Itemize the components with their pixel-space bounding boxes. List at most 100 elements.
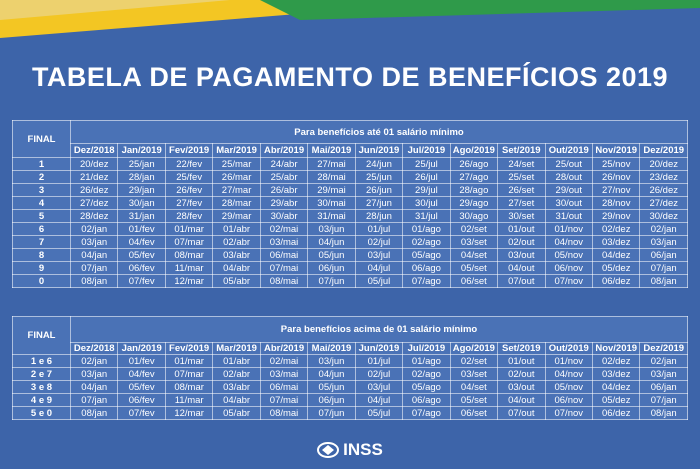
- payment-date: 04/out: [497, 261, 546, 275]
- payment-date: 24/abr: [259, 157, 309, 171]
- final-digit: 2: [12, 170, 71, 184]
- payment-date: 02/ago: [402, 367, 451, 381]
- payment-date: 26/fev: [164, 183, 214, 197]
- payment-date: 02/jan: [69, 222, 119, 236]
- payment-date: 07/ago: [402, 274, 451, 288]
- payment-date: 05/nov: [544, 380, 593, 394]
- payment-date: 02/out: [497, 367, 546, 381]
- payment-date: 25/set: [497, 170, 546, 184]
- payment-date: 02/mai: [259, 222, 309, 236]
- payment-date: 05/fev: [117, 248, 166, 262]
- month-header: Jan/2019: [117, 342, 166, 355]
- payment-date: 26/dez: [639, 183, 688, 197]
- month-header: Ago/2019: [449, 143, 499, 158]
- month-header: Fev/2019: [164, 342, 214, 355]
- month-header: Nov/2019: [591, 143, 641, 158]
- payment-date: 28/fev: [164, 209, 214, 223]
- payment-date: 26/nov: [591, 170, 641, 184]
- payment-date: 29/mai: [307, 183, 356, 197]
- payment-date: 30/dez: [639, 209, 688, 223]
- month-header: Jun/2019: [354, 342, 404, 355]
- payment-date: 20/dez: [69, 157, 119, 171]
- payment-date: 03/mai: [259, 367, 309, 381]
- payment-date: 04/jul: [354, 393, 404, 407]
- payment-date: 01/nov: [544, 222, 593, 236]
- payment-date: 03/jan: [69, 367, 119, 381]
- payment-date: 06/fev: [117, 393, 166, 407]
- payment-table: FINAL Para benefícios acima de 01 salário…: [12, 316, 688, 420]
- payment-date: 29/jul: [402, 183, 451, 197]
- corner-header: FINAL: [12, 316, 71, 355]
- final-digit: 2 e 7: [12, 367, 71, 381]
- payment-date: 06/jun: [307, 393, 356, 407]
- payment-date: 30/mai: [307, 196, 356, 210]
- data-row: 2 e 7 03/jan 04/fev 07/mar 02/abr 03/mai 04/ju…: [12, 367, 688, 381]
- payment-date: 05/nov: [544, 248, 593, 262]
- payment-date: 05/jul: [354, 274, 404, 288]
- month-header: Fev/2019: [164, 143, 214, 158]
- payment-date: 05/ago: [402, 248, 451, 262]
- payment-date: 30/ago: [449, 209, 499, 223]
- caption: Para benefícios até 01 salário mínimo: [70, 120, 688, 144]
- payment-date: 02/ago: [402, 235, 451, 249]
- payment-date: 29/abr: [259, 196, 309, 210]
- payment-date: 05/fev: [117, 380, 166, 394]
- payment-date: 01/jul: [354, 354, 404, 368]
- payment-date: 24/set: [497, 157, 546, 171]
- payment-date: 07/nov: [544, 274, 593, 288]
- payment-date: 07/jan: [69, 393, 119, 407]
- payment-date: 05/dez: [591, 261, 641, 275]
- payment-date: 28/jan: [117, 170, 166, 184]
- payment-date: 28/ago: [449, 183, 499, 197]
- payment-date: 27/jun: [354, 196, 404, 210]
- payment-date: 02/abr: [212, 367, 261, 381]
- payment-date: 04/dez: [591, 248, 641, 262]
- final-digit: 3 e 8: [12, 380, 71, 394]
- payment-date: 03/abr: [212, 248, 261, 262]
- payment-date: 08/mai: [259, 274, 309, 288]
- payment-date: 07/out: [497, 274, 546, 288]
- data-row: 8 04/jan 05/fev 08/mar 03/abr 06/mai 05/jun 03/…: [12, 248, 688, 262]
- payment-date: 07/jan: [639, 393, 688, 407]
- payment-date: 28/nov: [591, 196, 641, 210]
- payment-date: 24/jun: [354, 157, 404, 171]
- payment-date: 08/mai: [259, 406, 309, 420]
- payment-date: 21/dez: [69, 170, 119, 184]
- payment-date: 27/nov: [591, 183, 641, 197]
- payment-date: 02/out: [497, 235, 546, 249]
- payment-date: 02/jan: [639, 354, 688, 368]
- payment-date: 03/jun: [307, 222, 356, 236]
- payment-date: 03/dez: [591, 235, 641, 249]
- payment-date: 04/jun: [307, 367, 356, 381]
- month-header: Mar/2019: [212, 342, 261, 355]
- payment-date: 30/out: [544, 196, 593, 210]
- payment-date: 12/mar: [164, 274, 214, 288]
- payment-date: 04/nov: [544, 367, 593, 381]
- payment-date: 27/set: [497, 196, 546, 210]
- payment-date: 04/nov: [544, 235, 593, 249]
- payment-date: 07/mar: [164, 367, 214, 381]
- month-header: Dez/2019: [639, 342, 688, 355]
- payment-date: 11/mar: [164, 261, 214, 275]
- payment-date: 25/mar: [212, 157, 261, 171]
- payment-date: 07/fev: [117, 274, 166, 288]
- payment-date: 01/nov: [544, 354, 593, 368]
- data-row: 1 20/dez 25/jan 22/fev 25/mar 24/abr 27/mai 24/…: [12, 157, 688, 171]
- final-digit: 8: [12, 248, 71, 262]
- payment-date: 23/dez: [639, 170, 688, 184]
- payment-date: 26/jul: [402, 170, 451, 184]
- month-header: Jun/2019: [354, 143, 404, 158]
- month-header: Ago/2019: [449, 342, 499, 355]
- top-decoration: [0, 0, 700, 38]
- payment-date: 27/mai: [307, 157, 356, 171]
- data-row: 4 e 9 07/jan 06/fev 11/mar 04/abr 07/mai 06/ju…: [12, 393, 688, 407]
- payment-table: FINAL Para benefícios até 01 salário míni…: [12, 120, 688, 288]
- payment-date: 04/set: [449, 380, 499, 394]
- payment-date: 06/dez: [591, 274, 641, 288]
- payment-date: 02/mai: [259, 354, 309, 368]
- final-digit: 0: [12, 274, 71, 288]
- month-header: Mai/2019: [307, 143, 356, 158]
- payment-date: 31/jul: [402, 209, 451, 223]
- final-digit: 1: [12, 157, 71, 171]
- data-row: 9 07/jan 06/fev 11/mar 04/abr 07/mai 06/jun 04/…: [12, 261, 688, 275]
